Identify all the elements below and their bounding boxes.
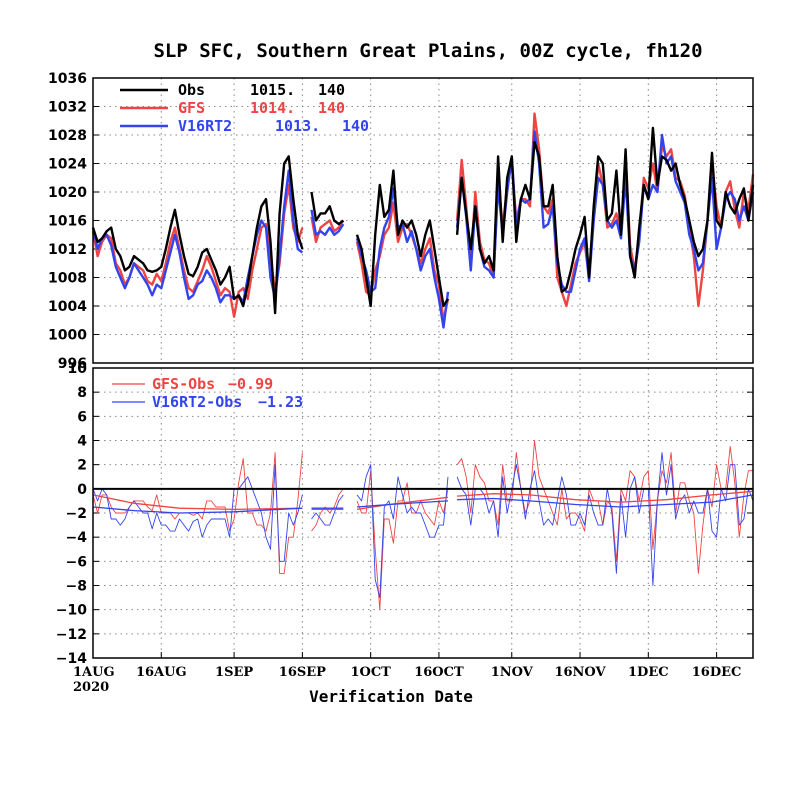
x-axis-label: Verification Date xyxy=(309,687,473,706)
v16rt2-obs-series-line xyxy=(311,494,344,526)
x-tick-label: 1NOV xyxy=(491,665,534,680)
x-tick-label: 16DEC xyxy=(692,665,742,680)
legend-obs: Obs 1015. 140 xyxy=(120,81,345,99)
gfs-obs-mean-line xyxy=(457,490,754,503)
bottom-ytick-label: −2 xyxy=(66,506,87,522)
legend-gfs: GFS 1014. 140 xyxy=(120,99,345,117)
bottom-ytick-label: −6 xyxy=(66,554,87,570)
gfs-obs-mean-line xyxy=(92,494,303,511)
legend-v16rt2-count: 140 xyxy=(342,117,369,135)
top-ytick-label: 1036 xyxy=(48,71,87,87)
chart-title: SLP SFC, Southern Great Plains, 00Z cycl… xyxy=(153,40,702,62)
v16rt2-obs-series-line xyxy=(356,464,449,599)
bottom-ytick-label: 6 xyxy=(77,409,87,425)
top-ytick-label: 1000 xyxy=(48,328,87,344)
top-panel: 996 1000 1004 1008 1012 1016 1020 1024 1028 1032 1… xyxy=(48,71,755,372)
x-axis: 1AUG 16AUG 1SEP 16SEP 1OCT 16OCT 1NOV 16NOV 1DEC… xyxy=(73,652,741,680)
top-ytick-label: 996 xyxy=(58,356,87,372)
v16rt2-obs-series-line xyxy=(456,452,754,586)
bottom-ytick-label: −14 xyxy=(56,651,87,667)
top-ytick-label: 1028 xyxy=(48,128,87,144)
bottom-panel-frame xyxy=(92,367,754,659)
top-ytick-label: 1012 xyxy=(48,242,87,258)
x-tick-label: 1OCT xyxy=(350,665,391,680)
x-tick-label: 1SEP xyxy=(215,665,253,680)
bottom-ytick-label: −10 xyxy=(56,603,87,619)
v16rt2-obs-mean-line xyxy=(92,506,303,514)
top-panel-frame xyxy=(92,77,754,364)
v16rt2-obs-mean-line xyxy=(356,500,449,508)
bottom-ytick-label: 0 xyxy=(77,482,87,498)
v16rt2-obs-series-line xyxy=(92,464,303,562)
legend-gfs-obs: GFS-Obs −0.99 xyxy=(112,375,273,393)
legend-gfs-label: GFS xyxy=(178,99,205,117)
bottom-ytick-label: −4 xyxy=(66,530,88,546)
top-ytick-label: 1004 xyxy=(48,299,87,315)
top-ytick-label: 1008 xyxy=(48,271,87,287)
v16rt2-series-line xyxy=(310,209,345,237)
obs-series-line xyxy=(91,155,304,315)
legend-v16rt2: V16RT2 1013. 140 xyxy=(120,117,369,135)
bottom-ytick-label: 8 xyxy=(77,385,87,401)
legend-gfs-obs-label: GFS-Obs xyxy=(152,375,215,393)
v16rt2-obs-mean-line xyxy=(457,494,754,508)
x-axis-year: 2020 xyxy=(73,680,109,695)
legend-v16rt2-label: V16RT2 xyxy=(178,117,232,135)
x-tick-label: 16NOV xyxy=(554,665,606,680)
bottom-ytick-label: 10 xyxy=(68,361,88,377)
legend-gfs-count: 140 xyxy=(318,99,345,117)
x-tick-label: 16AUG xyxy=(136,665,187,680)
legend-v16rt2-mean: 1013. xyxy=(275,117,320,135)
top-ytick-label: 1020 xyxy=(48,185,87,201)
top-ytick-label: 1016 xyxy=(48,214,87,230)
obs-series-line xyxy=(355,169,450,308)
top-ytick-label: 1032 xyxy=(48,100,87,116)
legend-gfs-obs-mean: −0.99 xyxy=(228,375,273,393)
obs-series-line xyxy=(455,126,755,293)
bottom-ytick-label: 2 xyxy=(77,458,87,474)
legend-gfs-mean: 1014. xyxy=(250,99,295,117)
top-ytick-label: 1024 xyxy=(48,157,87,173)
bottom-ytick-label: 4 xyxy=(77,434,87,450)
x-tick-label: 1AUG xyxy=(73,665,115,680)
v16rt2-series-line xyxy=(91,169,304,304)
gfs-series-line xyxy=(310,216,345,244)
gfs-obs-series-line xyxy=(456,440,753,574)
legend-obs-mean: 1015. xyxy=(250,81,295,99)
legend-v16rt2-obs-mean: −1.23 xyxy=(258,393,303,411)
bottom-panel: −14 −12 −10 −8 −6 −4 −2 0 2 4 6 8 10 GFS-Obs −0.99V16R… xyxy=(56,361,754,667)
x-tick-label: 16SEP xyxy=(279,665,326,680)
obs-series-line xyxy=(310,191,345,226)
bottom-ytick-label: −12 xyxy=(56,627,87,643)
legend-obs-label: Obs xyxy=(178,81,205,99)
legend-v16rt2-obs-label: V16RT2-Obs xyxy=(152,393,242,411)
legend-obs-count: 140 xyxy=(318,81,345,99)
x-tick-label: 16OCT xyxy=(414,665,464,680)
legend-v16rt2-obs: V16RT2-Obs −1.23 xyxy=(112,393,303,411)
x-tick-label: 1DEC xyxy=(628,665,669,680)
bottom-ytick-label: −8 xyxy=(66,579,87,595)
